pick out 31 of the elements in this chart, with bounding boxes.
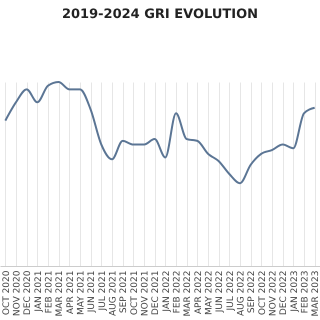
x-tick-label: JUL 2022 <box>226 270 236 312</box>
x-tick-label: NOV 2021 <box>140 270 150 316</box>
x-tick-label: OCT 2020 <box>2 270 12 316</box>
x-tick-label: FEB 2023 <box>300 270 310 314</box>
x-tick-label: MAY 2022 <box>204 270 214 315</box>
x-tick-label: DEC 2022 <box>279 270 290 316</box>
x-tick-label: AUG 2022 <box>236 270 246 316</box>
x-tick-label: APR 2021 <box>66 270 76 314</box>
x-tick-label: JAN 2022 <box>162 270 172 313</box>
x-tick-label: SEP 2022 <box>247 270 258 314</box>
x-tick-label: JAN 2021 <box>34 270 44 313</box>
x-tick-label: MAR 2021 <box>55 270 66 316</box>
x-tick-label: JUN 2022 <box>215 270 226 314</box>
x-tick-label: AUG 2021 <box>108 270 118 316</box>
x-tick-label: OCT 2021 <box>130 270 140 316</box>
x-tick-label: JUL 2021 <box>98 270 108 312</box>
x-tick-label: NOV 2020 <box>12 270 22 316</box>
x-tick-label: DEC 2020 <box>23 270 34 316</box>
x-tick-label: MAR 2022 <box>183 270 194 316</box>
x-tick-label: APR 2022 <box>194 270 204 314</box>
x-tick-label: FEB 2021 <box>44 270 54 314</box>
x-tick-label: MAY 2021 <box>76 270 86 315</box>
x-tick-label: SEP 2021 <box>119 270 130 314</box>
x-tick-label: NOV 2022 <box>268 270 278 316</box>
x-tick-label: OCT 2022 <box>258 270 268 316</box>
x-tick-label: DEC 2021 <box>151 270 162 316</box>
x-tick-label: JUN 2021 <box>87 270 98 314</box>
x-tick-label: FEB 2022 <box>172 270 182 314</box>
x-tick-label: JAN 2023 <box>290 270 300 313</box>
chart-title: 2019-2024 GRI EVOLUTION <box>62 7 258 22</box>
x-tick-label: MAR 2023 <box>311 270 320 316</box>
